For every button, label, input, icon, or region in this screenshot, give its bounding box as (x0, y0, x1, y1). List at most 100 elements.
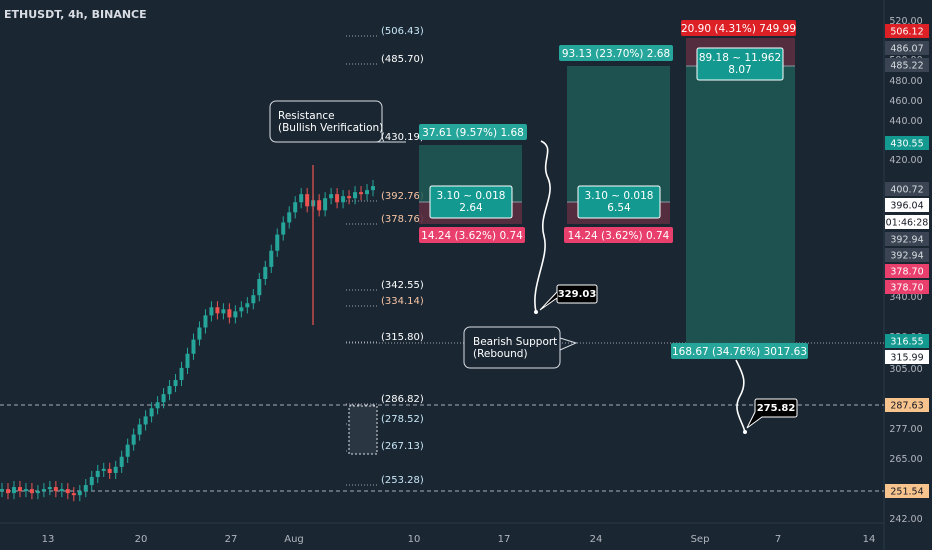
stop-label-bg (419, 227, 525, 243)
level-label: (253.28) (381, 475, 424, 486)
candle-body (185, 353, 190, 368)
candle-body (29, 489, 34, 494)
candle-body (257, 279, 262, 296)
price-tag: 287.63 (890, 401, 923, 412)
level-label: (485.70) (381, 54, 424, 65)
candle-body (371, 186, 375, 191)
range-box (348, 405, 378, 455)
x-tick-label: 7 (775, 534, 781, 545)
price-tag: 396.04 (890, 201, 923, 212)
stop-label-bg (681, 20, 796, 36)
candle-body (209, 307, 214, 316)
candle-body (17, 487, 22, 492)
symbol-title: ETHUSDT, 4h, BINANCE (4, 8, 147, 21)
x-tick-label: 13 (42, 534, 55, 545)
candle-body (143, 416, 148, 425)
x-tick-label: 20 (135, 534, 148, 545)
level-label: (278.52) (381, 414, 424, 425)
ratio-text: 2.64 (459, 202, 483, 214)
candle-body (245, 303, 250, 308)
candle-body (71, 493, 76, 496)
price-tag-bg (885, 334, 929, 348)
price-tag-bg (885, 41, 929, 55)
projection-point (743, 430, 747, 434)
resistance-callout-text: Resistance (278, 110, 335, 122)
stop-label: 20.90 (4.31%) 749.99 (681, 23, 796, 35)
candle-body (137, 424, 142, 435)
level-label: (267.13) (381, 441, 424, 452)
price-tag-bg (885, 58, 929, 72)
candle-body (119, 456, 124, 467)
price-tag: 378.70 (890, 283, 923, 294)
candle-body (299, 194, 304, 203)
candle-body (197, 327, 202, 340)
projection-point (534, 310, 538, 314)
y-tick-label: 340.00 (889, 292, 922, 303)
ratio-text: 89.18 ~ 11.962 (699, 52, 781, 64)
y-tick-label: 420.00 (889, 155, 922, 166)
y-tick-label: 242.00 (889, 514, 922, 525)
pivot-low-label: 275.82 (757, 403, 796, 414)
candle-body (65, 489, 70, 494)
x-tick-label: 24 (590, 534, 603, 545)
candle-body (335, 194, 340, 203)
projection-path (534, 140, 551, 313)
candle-body (221, 309, 226, 314)
price-tag: 430.55 (890, 139, 923, 150)
x-tick-label: Sep (691, 534, 710, 545)
candle-body (59, 489, 64, 492)
candle-body (365, 190, 370, 195)
ratio-text: 3.10 ~ 0.018 (437, 190, 506, 202)
candle-body (149, 408, 154, 417)
support-callout-text: (Rebound) (473, 348, 528, 360)
candle-body (95, 470, 100, 477)
candle-body (5, 489, 10, 494)
candle-body (173, 380, 178, 387)
candle-body (347, 196, 352, 199)
candle-body (281, 222, 286, 235)
target-label-bg (671, 343, 808, 359)
candle-body (0, 489, 4, 492)
level-label: (378.76) (381, 214, 424, 225)
candle-body (215, 307, 220, 314)
candle-body (89, 476, 94, 486)
level-label: (315.80) (381, 332, 424, 343)
y-tick-label: 520.00 (889, 16, 922, 27)
x-tick-label: 10 (408, 534, 421, 545)
candle-body (101, 468, 106, 471)
price-tag: 316.55 (890, 337, 923, 348)
level-label: (334.14) (381, 296, 424, 307)
candle-body (317, 200, 322, 211)
price-tag-bg (885, 136, 929, 150)
candle-body (167, 386, 172, 395)
profit-zone (686, 66, 795, 343)
candle-body (203, 315, 208, 328)
level-label: (342.55) (381, 280, 424, 291)
candle-body (107, 468, 112, 473)
candle-body (11, 487, 16, 494)
x-tick-label: 17 (498, 534, 511, 545)
price-tag-bg (885, 280, 929, 294)
price-tag-bg (885, 215, 929, 229)
price-tag-bg (885, 398, 929, 412)
resistance-callout-text: (Bullish Verification) (278, 122, 383, 134)
price-tag-bg (885, 264, 929, 278)
y-tick-label: 440.00 (889, 116, 922, 127)
x-tick-label: Aug (284, 534, 304, 545)
x-tick-label: 14 (863, 534, 876, 545)
price-tag: 485.22 (890, 61, 923, 72)
target-label: 93.13 (23.70%) 2.68 (562, 48, 670, 60)
candle-body (275, 234, 280, 251)
candle-body (239, 307, 244, 312)
level-label: (286.82) (381, 394, 424, 405)
candle-body (47, 487, 52, 490)
ratio-box-bg (577, 185, 661, 219)
price-tag-bg (885, 232, 929, 246)
candle-body (155, 402, 160, 409)
candle-body (41, 489, 46, 492)
price-tag: 01:46:28 (886, 218, 929, 229)
target-label: 37.61 (9.57%) 1.68 (422, 127, 524, 139)
price-tag: 315.99 (890, 353, 923, 364)
